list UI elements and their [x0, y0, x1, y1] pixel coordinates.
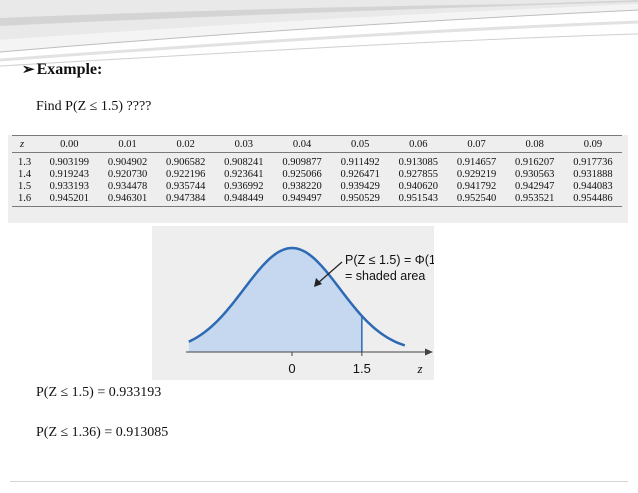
table-cell: 0.922196 — [165, 169, 206, 180]
table-cell: 0.936992 — [224, 181, 264, 192]
table-cell: 0.948449 — [214, 193, 273, 207]
tick-label-zero: 0 — [288, 361, 295, 376]
table-row: 1.5 0.933193 0.934478 0.935744 0.936992 0.938… — [12, 181, 622, 193]
z-table-header-row: z 0.00 0.01 0.02 0.03 0.04 0.05 0.06 0.07 0.08 0.0… — [12, 135, 622, 153]
z-axis-arrow-icon — [425, 348, 433, 356]
table-cell: 0.908241 — [224, 157, 264, 168]
column-header: 0.05 — [331, 135, 390, 153]
table-cell: 0.906582 — [165, 157, 206, 168]
table-cell: 0.903199 — [49, 157, 90, 168]
table-cell: 0.939429 — [340, 181, 380, 192]
annotation-arrow-icon — [314, 278, 322, 287]
table-cell: 0.917736 — [573, 157, 613, 168]
result-line-2: P(Z ≤ 1.36) = 0.913085 — [36, 425, 169, 440]
table-cell: 0.904902 — [107, 157, 148, 168]
column-header: 0.09 — [563, 135, 622, 153]
example-heading-text: Example: — [36, 61, 103, 78]
normal-curve-plot: P(Z ≤ 1.5) = Φ(1.5) = shaded area 0 1.5 … — [186, 246, 450, 376]
table-cell: 0.951543 — [389, 193, 448, 207]
column-header: 0.01 — [98, 135, 157, 153]
row-z-value: 1.4 — [18, 169, 32, 180]
table-cell: 0.916207 — [515, 157, 555, 168]
table-cell: 0.925066 — [282, 169, 322, 180]
table-cell: 0.913085 — [398, 157, 439, 168]
table-cell: 0.940620 — [398, 181, 439, 192]
z-table-body: 1.3 0.903199 0.904902 0.906582 0.908241 0.909… — [12, 153, 622, 207]
column-header: 0.06 — [389, 135, 448, 153]
table-cell: 0.926471 — [340, 169, 380, 180]
shaded-area — [188, 248, 362, 352]
table-cell: 0.946301 — [98, 193, 157, 207]
z-table-panel: z 0.00 0.01 0.02 0.03 0.04 0.05 0.06 0.07 0.08 0.0… — [8, 135, 628, 223]
result-line-1: P(Z ≤ 1.5) = 0.933193 — [36, 385, 162, 400]
normal-curve-figure: P(Z ≤ 1.5) = Φ(1.5) = shaded area 0 1.5 … — [152, 226, 450, 380]
annotation-shaded-area: = shaded area — [345, 269, 425, 283]
footer-divider — [10, 481, 628, 482]
axis-label-z: z — [416, 361, 422, 376]
table-cell: 0.919243 — [49, 169, 90, 180]
table-row: 1.3 0.903199 0.904902 0.906582 0.908241 0.909… — [12, 153, 622, 170]
column-header: 0.00 — [40, 135, 99, 153]
table-cell: 0.947384 — [156, 193, 215, 207]
row-z-value: 1.3 — [18, 157, 32, 168]
header-decoration — [0, 0, 638, 67]
table-cell: 0.945201 — [40, 193, 99, 207]
table-row: 1.6 0.945201 0.946301 0.947384 0.948449 0.949… — [12, 193, 622, 207]
table-cell: 0.949497 — [272, 193, 332, 207]
column-header: 0.08 — [505, 135, 564, 153]
column-header: 0.02 — [156, 135, 215, 153]
table-cell: 0.931888 — [573, 169, 613, 180]
table-cell: 0.935744 — [165, 181, 206, 192]
table-cell: 0.927855 — [398, 169, 439, 180]
table-cell: 0.933193 — [49, 181, 90, 192]
table-cell: 0.929219 — [456, 169, 497, 180]
table-cell: 0.954486 — [563, 193, 622, 207]
table-cell: 0.914657 — [456, 157, 497, 168]
column-header: 0.03 — [214, 135, 273, 153]
annotation-pointer — [317, 261, 343, 284]
column-header-z: z — [12, 135, 41, 153]
table-cell: 0.953521 — [505, 193, 564, 207]
table-cell: 0.942947 — [515, 181, 555, 192]
table-cell: 0.938220 — [282, 181, 322, 192]
row-z-value: 1.6 — [12, 193, 41, 207]
table-cell: 0.923641 — [224, 169, 264, 180]
row-z-value: 1.5 — [18, 181, 32, 192]
bullet-arrow-icon: ➢ — [22, 62, 35, 78]
table-cell: 0.950529 — [331, 193, 390, 207]
tick-label-value: 1.5 — [353, 361, 371, 376]
table-row: 1.4 0.919243 0.920730 0.922196 0.923641 0.925… — [12, 169, 622, 181]
table-cell: 0.941792 — [456, 181, 497, 192]
density-curve — [188, 246, 406, 347]
table-cell: 0.909877 — [282, 157, 322, 168]
table-cell: 0.911492 — [340, 157, 380, 168]
table-cell: 0.952540 — [447, 193, 506, 207]
table-cell: 0.944083 — [573, 181, 613, 192]
question-text: Find P(Z ≤ 1.5) ???? — [36, 99, 152, 114]
table-cell: 0.930563 — [515, 169, 555, 180]
column-header: 0.07 — [447, 135, 506, 153]
example-heading: ➢ Example: — [22, 60, 102, 79]
z-table: z 0.00 0.01 0.02 0.03 0.04 0.05 0.06 0.07 0.08 0.0… — [12, 135, 622, 207]
column-header: 0.04 — [272, 135, 332, 153]
annotation-formula: P(Z ≤ 1.5) = Φ(1.5) — [345, 253, 434, 267]
table-cell: 0.934478 — [107, 181, 148, 192]
table-cell: 0.920730 — [107, 169, 148, 180]
